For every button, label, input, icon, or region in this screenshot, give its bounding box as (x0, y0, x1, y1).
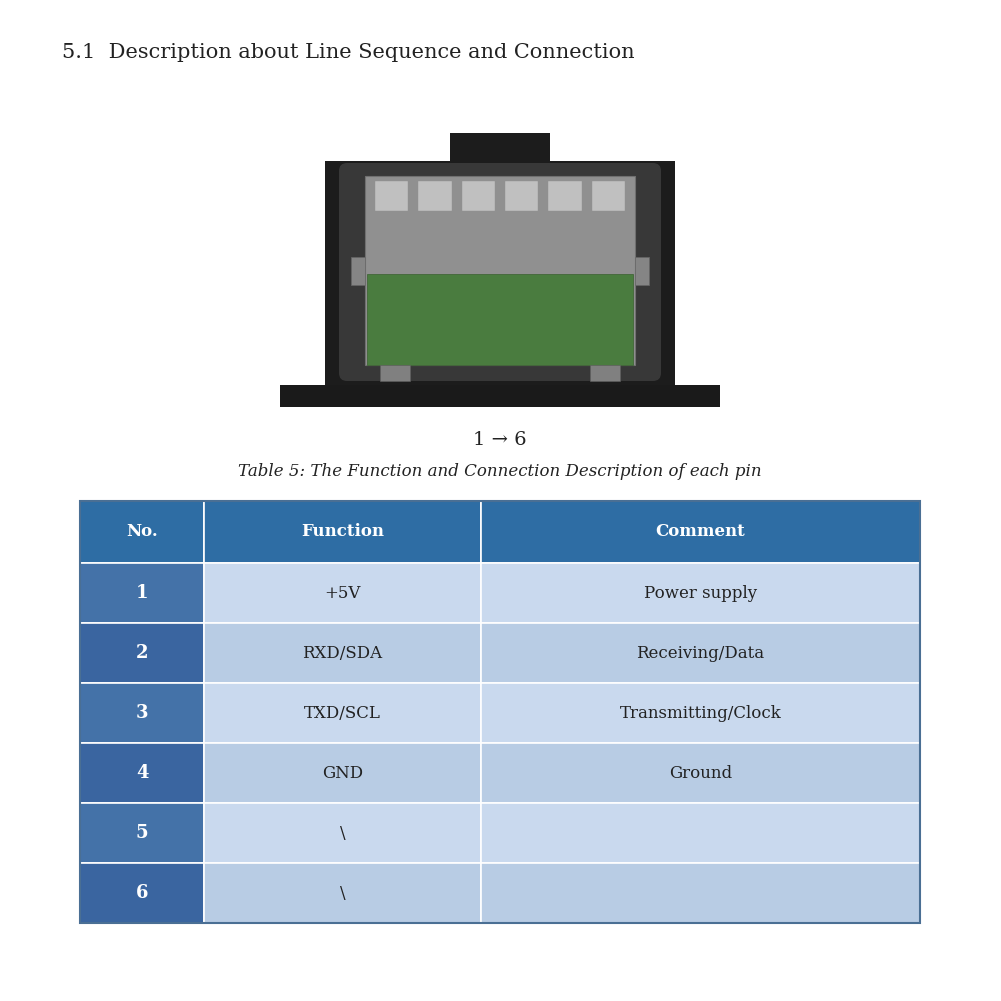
Bar (204, 500, 480, 563)
FancyBboxPatch shape (339, 163, 661, 381)
Bar (204, 683, 480, 743)
Bar (380, 365, 410, 381)
Text: Power supply: Power supply (644, 585, 757, 602)
Bar (635, 257, 649, 285)
Bar (204, 563, 480, 623)
Text: Comment: Comment (656, 524, 746, 541)
Text: Function: Function (301, 524, 384, 541)
Bar (450, 133, 550, 161)
Text: GND: GND (322, 765, 363, 782)
Bar (480, 743, 920, 803)
Bar (80, 863, 204, 923)
Bar (80, 803, 204, 863)
Text: +5V: +5V (324, 585, 360, 602)
Bar (461, 181, 495, 211)
Bar (592, 181, 625, 211)
Bar (590, 365, 620, 381)
Text: Receiving/Data: Receiving/Data (637, 645, 765, 662)
Bar (365, 176, 635, 365)
Text: 4: 4 (136, 764, 148, 782)
Bar (480, 683, 920, 743)
Bar (204, 803, 480, 863)
Text: RXD/SDA: RXD/SDA (302, 645, 382, 662)
Bar (204, 743, 480, 803)
Bar (80, 500, 204, 563)
Text: No.: No. (126, 524, 158, 541)
Bar (480, 803, 920, 863)
Text: 5.1  Description about Line Sequence and Connection: 5.1 Description about Line Sequence and … (62, 43, 635, 62)
Bar (204, 863, 480, 923)
Bar (80, 743, 204, 803)
Bar (351, 257, 365, 285)
Bar (549, 181, 582, 211)
Bar (505, 181, 539, 211)
Bar (480, 563, 920, 623)
Text: 1: 1 (136, 584, 148, 602)
Bar (80, 623, 204, 683)
Text: 1 → 6: 1 → 6 (473, 431, 527, 449)
Bar (325, 161, 675, 385)
Bar (480, 623, 920, 683)
Bar (80, 563, 204, 623)
Bar (280, 385, 720, 407)
Bar (80, 500, 920, 923)
Bar (480, 500, 920, 563)
Bar (375, 181, 408, 211)
Text: 2: 2 (136, 644, 148, 662)
Text: 6: 6 (136, 884, 148, 902)
Text: \: \ (339, 885, 345, 902)
Text: 5: 5 (136, 824, 148, 842)
Text: TXD/SCL: TXD/SCL (304, 705, 381, 722)
Text: Transmitting/Clock: Transmitting/Clock (620, 705, 782, 722)
Bar (418, 181, 451, 211)
Text: 3: 3 (136, 704, 148, 722)
Text: Ground: Ground (669, 765, 732, 782)
Text: \: \ (339, 825, 345, 842)
Text: Table 5: The Function and Connection Description of each pin: Table 5: The Function and Connection Des… (238, 463, 762, 480)
Bar (80, 683, 204, 743)
Bar (204, 623, 480, 683)
Bar (367, 274, 633, 365)
Bar (480, 863, 920, 923)
